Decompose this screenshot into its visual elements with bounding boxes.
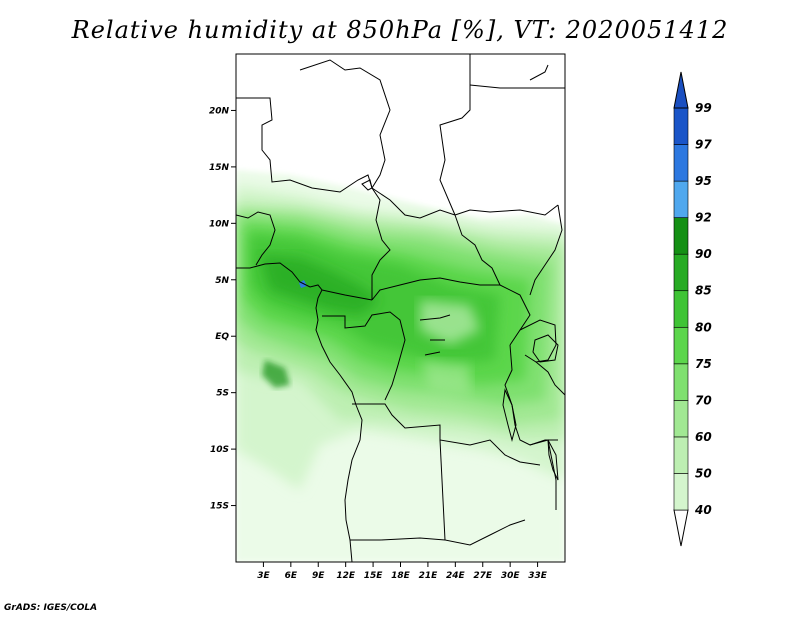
lon-tick-label: 24E [446, 571, 466, 581]
border-libya-sudan [299, 59, 391, 189]
lon-tick-label: 21E [419, 571, 439, 581]
border-west [236, 211, 276, 266]
colorbar-segment [673, 217, 689, 255]
lake-malawi [547, 439, 559, 481]
lon-tick-label: 27E [473, 571, 493, 581]
country-borders [236, 54, 565, 562]
lon-tick-label: 6E [285, 571, 298, 581]
colorbar-segment [673, 363, 689, 401]
lat-tick-label: 20N [209, 106, 230, 116]
border-east-africa-2 [529, 439, 558, 446]
colorbar-segment [673, 436, 689, 474]
latitude-axis: 20N 15N 10N 5N EQ 5S 10S 15S [209, 106, 236, 512]
border-drc-east [504, 344, 557, 510]
border-libya-egypt [439, 54, 471, 216]
colorbar-segment [673, 144, 689, 182]
colorbar-segment [673, 326, 689, 365]
lat-tick-label: 15N [209, 163, 230, 173]
humidity-region-92 [262, 360, 290, 388]
colorbar: 40 50 60 70 75 80 85 90 92 95 97 99 [673, 71, 712, 547]
grads-credit: GrADS: IGES/COLA [4, 603, 98, 613]
coast-red-sea [529, 64, 549, 81]
humidity-patch-light [420, 300, 480, 345]
border-gabon-cameroon [321, 289, 373, 301]
border-angola-zambia [439, 439, 526, 546]
lat-tick-label: 5N [215, 276, 229, 286]
border-sudan-south [454, 204, 559, 216]
colorbar-label: 99 [695, 101, 712, 115]
colorbar-label: 95 [695, 174, 712, 188]
colorbar-label: 92 [695, 211, 712, 225]
colorbar-label: 60 [695, 430, 712, 444]
lat-tick-label: 10N [209, 219, 230, 229]
border-east-africa [535, 361, 565, 396]
lat-tick-label: EQ [215, 332, 229, 342]
river-congo [419, 314, 451, 356]
humidity-field [236, 170, 565, 562]
colorbar-label: 85 [695, 284, 712, 298]
coastline-gulf [236, 262, 363, 562]
lon-tick-label: 33E [528, 571, 548, 581]
colorbar-segment [673, 180, 689, 218]
map-title: Relative humidity at 850hPa [%], VT: 202… [71, 16, 729, 44]
colorbar-segment [673, 107, 689, 145]
colorbar-segment [673, 400, 689, 438]
colorbar-segment [673, 290, 689, 328]
colorbar-label: 97 [695, 138, 712, 152]
lat-tick-label: 15S [210, 502, 229, 512]
colorbar-label: 75 [695, 357, 712, 371]
border-angola-namibia [350, 537, 446, 541]
lat-tick-label: 10S [210, 445, 229, 455]
colorbar-segment [673, 253, 689, 292]
colorbar-top-triangle [673, 71, 689, 109]
colorbar-label: 40 [694, 503, 712, 517]
border-car [371, 277, 531, 346]
lon-tick-label: 30E [501, 571, 521, 581]
lon-tick-label: 12E [336, 571, 356, 581]
humidity-patch-light-east [420, 360, 470, 395]
lake-chad [361, 179, 373, 191]
lat-tick-label: 5S [216, 389, 229, 399]
lake-tanganyika [502, 388, 517, 442]
lon-tick-label: 18E [391, 571, 411, 581]
longitude-axis: 3E 6E 9E 12E 15E 18E 21E 24E 27E 30E 33E [257, 562, 548, 581]
lon-tick-label: 15E [364, 571, 384, 581]
colorbar-bottom-triangle [673, 509, 689, 547]
colorbar-label: 90 [695, 247, 712, 261]
border-congo [322, 311, 406, 401]
border-north [236, 97, 391, 300]
colorbar-segment [673, 473, 689, 511]
colorbar-label: 80 [695, 320, 712, 334]
lake-victoria [532, 334, 559, 363]
lon-tick-label: 3E [257, 571, 270, 581]
border-ethiopia [529, 204, 563, 296]
border-egypt-sudan [469, 84, 565, 89]
colorbar-label: 50 [695, 466, 712, 480]
colorbar-label: 70 [695, 393, 712, 407]
lon-tick-label: 9E [312, 571, 325, 581]
